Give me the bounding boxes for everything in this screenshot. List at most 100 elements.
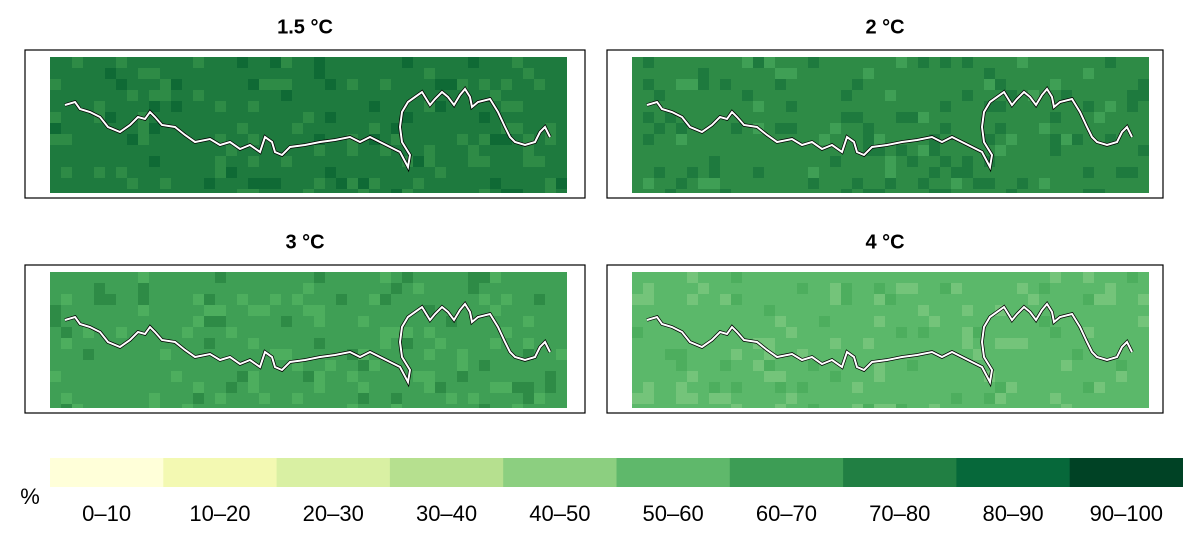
map-cell [874,360,885,371]
map-cell [874,294,885,305]
map-cell [775,404,786,408]
map-cell [676,123,687,134]
map-cell [413,283,424,294]
map-cell [797,382,808,393]
map-cell [1127,90,1138,101]
map-cell [490,338,501,349]
map-cell [259,393,270,404]
map-cell [654,167,665,178]
map-cell [523,134,534,145]
legend-swatch [1069,458,1183,487]
map-cell [775,68,786,79]
map-cell [764,360,775,371]
map-cell [1116,167,1127,178]
map-cell [149,90,160,101]
map-cell [852,178,863,189]
legend-swatch [163,458,278,487]
map-cell [446,79,457,90]
map-cell [116,79,127,90]
map-cell [1094,112,1105,123]
map-cell [907,112,918,123]
map-cell [918,305,929,316]
map-cell [248,371,259,382]
map-cell [709,156,720,167]
map-cell [138,272,149,283]
map [632,57,1149,193]
map-cell [1006,134,1017,145]
legend-swatch [276,458,391,487]
map-cell [995,145,1006,156]
panel-title: 3 °C [285,231,324,253]
map-cell [1094,382,1105,393]
map-cell [424,68,435,79]
map-cell [314,134,325,145]
map-cell [1050,327,1061,338]
legend-label: 40–50 [529,501,590,526]
map-cell [292,360,303,371]
map-cell [720,294,731,305]
map-cell [237,123,248,134]
map-cell [1017,283,1028,294]
map-cell [193,294,204,305]
map-cell [1094,294,1105,305]
map-cell [105,112,116,123]
map-cell [149,404,160,408]
map-cell [720,189,731,193]
map-cell [830,123,841,134]
map-cell [808,360,819,371]
map-cell [731,294,742,305]
map-cell [435,382,446,393]
map-cell [61,294,72,305]
map-cell [984,101,995,112]
map-cell [1138,294,1149,305]
map-cell [490,90,501,101]
map-cell [731,382,742,393]
map-cell [1083,101,1094,112]
map-cell [973,349,984,360]
map-cell [1006,90,1017,101]
map-cell [863,134,874,145]
map-cell [237,189,248,193]
map-cell [325,112,336,123]
map-cell [951,167,962,178]
map-cell [226,382,237,393]
map-cell [962,57,973,68]
map-cell [995,393,1006,404]
map-cell [962,156,973,167]
map-cell [72,404,83,408]
map [50,57,567,193]
map-cell [1017,178,1028,189]
map-cell [1050,134,1061,145]
map-cell [1017,57,1028,68]
map-cell [962,90,973,101]
map-cell [479,294,490,305]
map-cell [874,316,885,327]
map-cell [248,189,259,193]
map-cell [775,316,786,327]
map-cell [292,123,303,134]
map-cell [709,382,720,393]
map-cell [391,283,402,294]
map-cell [523,156,534,167]
map-cell [270,57,281,68]
map-cell [962,167,973,178]
map-cell [995,382,1006,393]
map-cell [226,145,237,156]
map-cell [479,272,490,283]
map-cell [270,178,281,189]
map-cell [94,283,105,294]
map-cell [424,382,435,393]
legend-swatch [50,458,164,487]
map-cell [874,404,885,408]
map-cell [182,327,193,338]
map-cell [896,327,907,338]
map-cell [457,371,468,382]
map-cell [204,316,215,327]
map-cell [435,167,446,178]
map-cell [435,338,446,349]
map-cell [479,189,490,193]
map-cell [896,57,907,68]
map-cell [523,393,534,404]
map-cell [149,123,160,134]
map-cell [545,189,556,193]
